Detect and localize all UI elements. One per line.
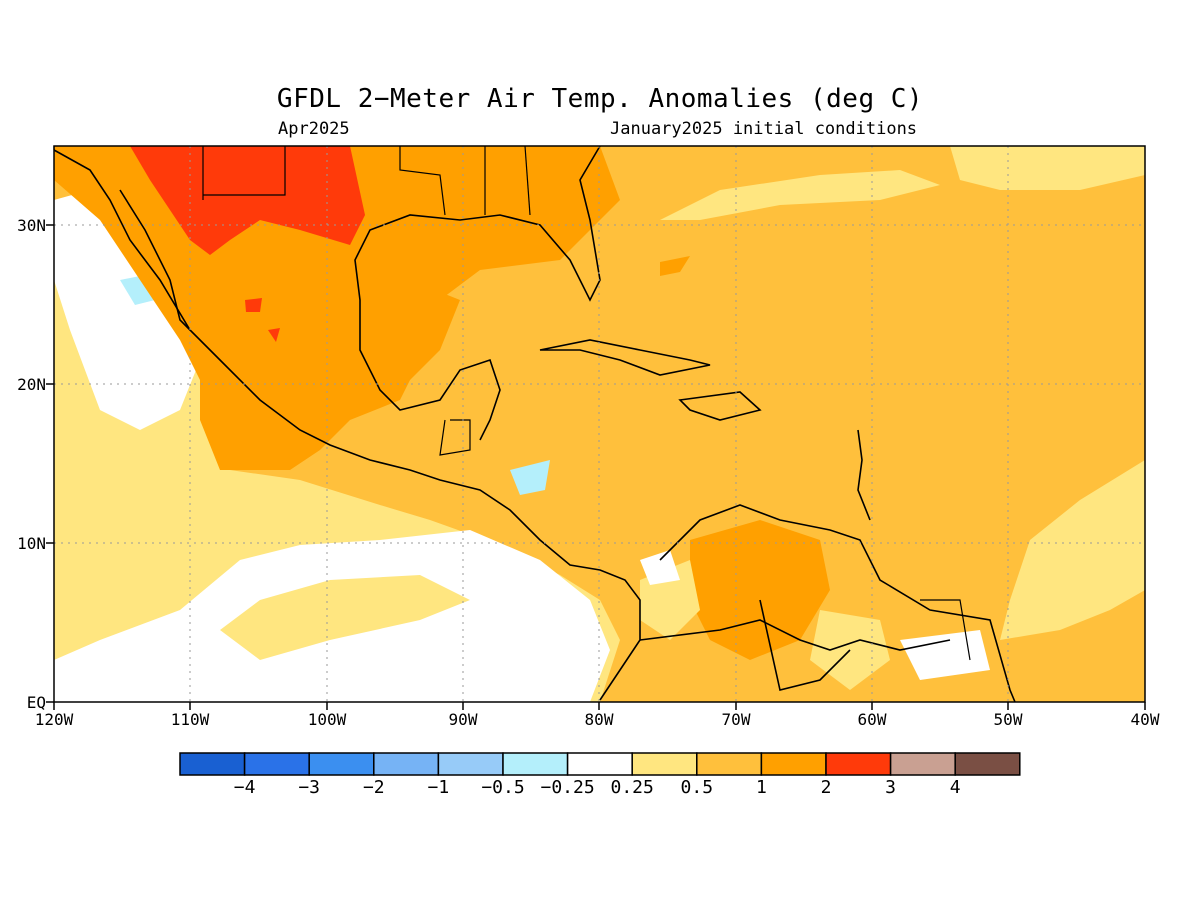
forecast-month: Apr2025	[278, 119, 350, 139]
lat-label-30n: 30N	[17, 216, 46, 235]
anomaly-field	[54, 146, 1145, 702]
colorbar-tick-label: 2	[820, 777, 832, 798]
lon-label-90w: 90W	[448, 710, 478, 729]
lon-label-80w: 80W	[584, 710, 614, 729]
lon-label-110w: 110W	[170, 710, 210, 729]
lat-label-10n: 10N	[17, 534, 46, 553]
lat-label-eq: EQ	[26, 693, 46, 712]
lon-label-40w: 40W	[1130, 710, 1160, 729]
map-title: GFDL 2−Meter Air Temp. Anomalies (deg C)	[276, 84, 924, 114]
axis-ticks	[46, 224, 1146, 710]
lat-label-20n: 20N	[17, 375, 46, 394]
colorbar-tick-label: −0.25	[540, 777, 595, 798]
colorbar-tick-label: 0.5	[680, 777, 714, 798]
colorbar-tick-label: −3	[298, 777, 321, 798]
lon-label-50w: 50W	[993, 710, 1023, 729]
borders	[53, 145, 971, 661]
graticule	[54, 146, 1145, 702]
lon-label-60w: 60W	[857, 710, 887, 729]
colorbar-tick-label: −1	[427, 777, 450, 798]
lon-label-70w: 70W	[721, 710, 751, 729]
colorbar-tick-label: 4	[949, 777, 961, 798]
colorbar-tick-label: 1	[755, 777, 767, 798]
colorbar-tick-label: 0.25	[610, 777, 654, 798]
colorbar-tick-label: −2	[362, 777, 385, 798]
colorbar-tick-label: −0.5	[481, 777, 525, 798]
lon-label-100w: 100W	[307, 710, 347, 729]
lon-label-120w: 120W	[34, 710, 74, 729]
colorbar-tick-label: 3	[885, 777, 897, 798]
coastlines	[53, 145, 1016, 703]
initial-conditions-label: January2025 initial conditions	[610, 119, 918, 139]
colorbar-tick-label: −4	[233, 777, 256, 798]
